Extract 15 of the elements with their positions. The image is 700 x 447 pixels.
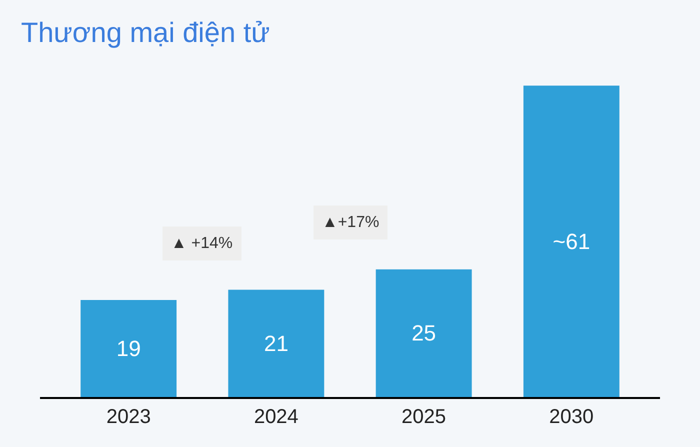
x-tick-label: 2024 xyxy=(254,406,298,428)
x-tick-label: 2025 xyxy=(402,406,446,428)
data-label: 21 xyxy=(264,330,288,356)
bar xyxy=(80,300,177,397)
data-label: 25 xyxy=(412,320,436,346)
x-tick-label: 2030 xyxy=(549,406,594,428)
bar xyxy=(228,290,324,397)
annotation: ▲ +14% xyxy=(171,235,233,252)
bar xyxy=(523,86,620,397)
bar xyxy=(376,269,472,397)
x-tick-label: 2023 xyxy=(106,406,151,428)
data-label: ~61 xyxy=(552,228,590,254)
chart-title: Thương mại điện tử xyxy=(21,16,270,48)
data-label: 19 xyxy=(116,336,141,361)
annotation: ▲+17% xyxy=(322,214,380,231)
